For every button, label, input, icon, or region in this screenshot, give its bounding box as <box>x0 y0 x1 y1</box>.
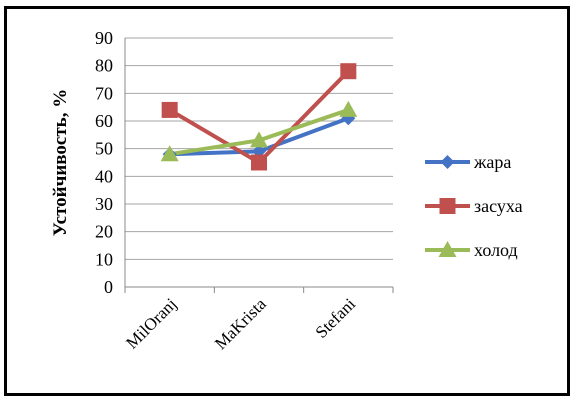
x-axis-ticks: MilOranj MaKrista Stefani <box>122 294 359 353</box>
y-tick-label: 80 <box>95 56 113 76</box>
series-lines <box>160 63 358 171</box>
y-tick-label: 20 <box>95 222 113 242</box>
data-point <box>161 101 178 118</box>
legend-marker <box>439 198 456 214</box>
legend: жара засуха холод <box>425 152 523 260</box>
y-axis-label: Устойчивость, % <box>50 89 71 236</box>
y-tick-label: 90 <box>95 28 113 48</box>
legend-marker <box>440 155 455 169</box>
y-tick-label: 60 <box>95 111 113 131</box>
data-point <box>340 63 357 80</box>
data-point <box>250 131 268 148</box>
data-point <box>160 145 179 162</box>
legend-label: засуха <box>474 196 523 216</box>
y-axis-ticks: 0 10 20 30 40 50 60 70 80 90 <box>95 28 113 297</box>
y-tick-label: 40 <box>95 166 113 186</box>
x-tick-label: MilOranj <box>122 294 180 352</box>
y-tick-label: 10 <box>95 249 113 269</box>
x-tick-label: Stefani <box>312 294 360 342</box>
chart-frame <box>4 6 570 396</box>
data-point <box>251 154 267 171</box>
legend-label: холод <box>474 240 518 260</box>
x-tick-label: MaKrista <box>211 294 270 353</box>
legend-label: жара <box>473 152 511 172</box>
legend-marker <box>438 241 457 257</box>
y-tick-label: 0 <box>104 277 113 297</box>
data-point <box>339 100 358 117</box>
y-tick-label: 70 <box>95 83 113 103</box>
y-tick-label: 50 <box>95 139 113 159</box>
y-tick-label: 30 <box>95 194 113 214</box>
